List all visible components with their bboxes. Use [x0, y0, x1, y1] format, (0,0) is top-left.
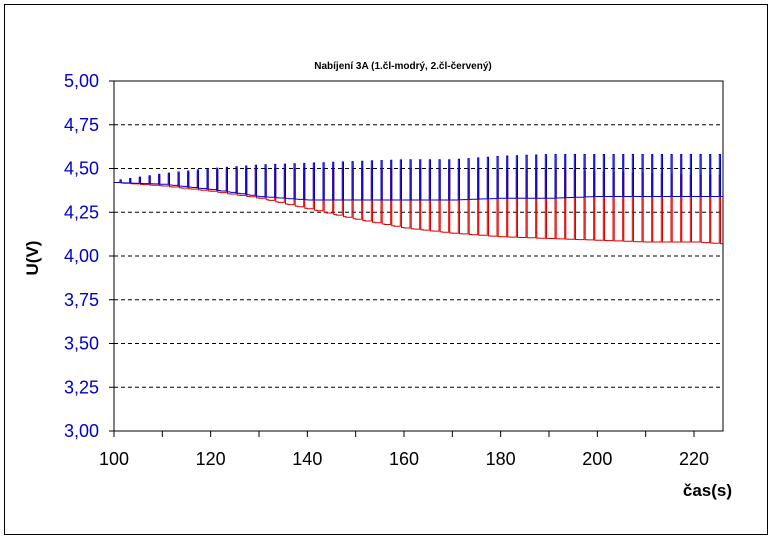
x-tick-layer: 100 120 140 160 180 200 220 — [99, 431, 709, 469]
series-layer — [114, 154, 723, 245]
y-tick-label: 3,00 — [64, 421, 99, 441]
x-tick-label: 220 — [679, 449, 709, 469]
x-tick-label: 200 — [582, 449, 612, 469]
y-tick-label: 4,50 — [64, 159, 99, 179]
x-tick-label: 120 — [196, 449, 226, 469]
chart-title: Nabíjení 3A (1.čl-modrý, 2.čl-červený) — [314, 61, 491, 72]
x-tick-label: 160 — [389, 449, 419, 469]
y-axis-label: U(V) — [23, 241, 42, 276]
x-axis-label: čas(s) — [683, 481, 732, 500]
series-line-red — [114, 168, 723, 245]
y-tick-label: 4,25 — [64, 202, 99, 222]
y-tick-label: 3,75 — [64, 290, 99, 310]
y-tick-label: 4,75 — [64, 115, 99, 135]
series-line-blue — [114, 154, 723, 201]
y-tick-label: 4,00 — [64, 246, 99, 266]
chart-frame — [4, 4, 768, 535]
y-tick-label: 3,25 — [64, 377, 99, 397]
x-tick-label: 100 — [99, 449, 129, 469]
x-tick-label: 180 — [486, 449, 516, 469]
grid-layer — [114, 124, 723, 388]
y-tick-label: 5,00 — [64, 71, 99, 91]
x-tick-label: 140 — [292, 449, 322, 469]
y-tick-layer: 3,00 3,25 3,50 3,75 4,00 4,25 4,50 4,75 5,00 — [64, 71, 114, 441]
y-tick-label: 3,50 — [64, 334, 99, 354]
